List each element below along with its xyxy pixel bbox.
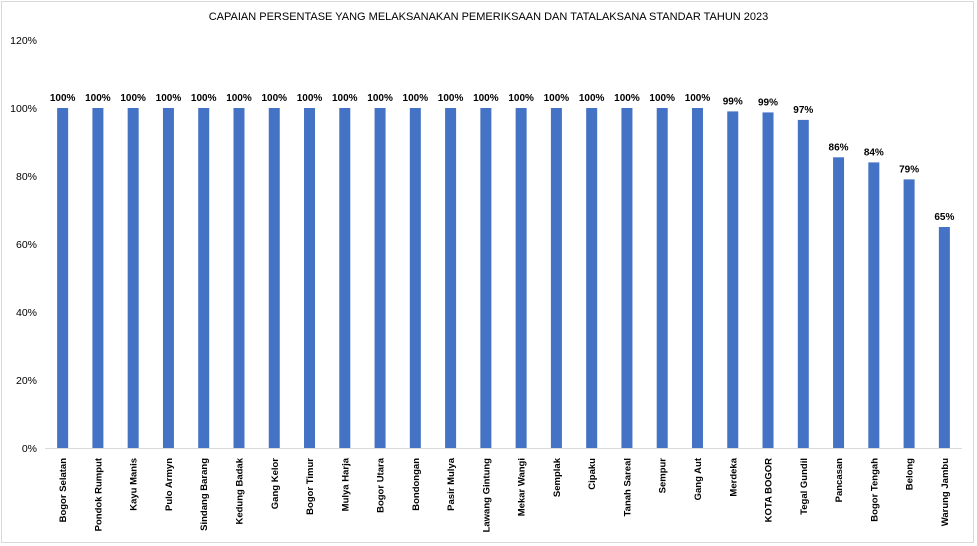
x-tick-label: Warung Jambu (940, 458, 951, 526)
bar (868, 162, 880, 448)
data-label: 99% (723, 96, 743, 107)
y-tick-label: 40% (16, 307, 37, 319)
data-label: 100% (579, 93, 605, 104)
bar (409, 108, 421, 448)
y-tick-label: 120% (10, 35, 37, 47)
bars (57, 108, 950, 449)
data-label: 100% (226, 93, 252, 104)
bar (727, 111, 739, 449)
bar (233, 108, 245, 448)
x-tick-label: Bogor Timur (305, 458, 316, 515)
bar (162, 108, 174, 448)
x-tick-label: Lawang Gintung (481, 458, 492, 533)
y-tick-label: 20% (16, 375, 37, 387)
data-label: 100% (156, 93, 182, 104)
bar (833, 157, 845, 449)
bar (621, 108, 633, 448)
bar (127, 108, 139, 448)
bar (445, 108, 457, 448)
x-tick-label: Mekar Wangi (517, 458, 528, 516)
data-label: 97% (793, 105, 813, 116)
data-label: 65% (934, 212, 954, 223)
bar (903, 179, 915, 448)
x-tick-label: Sempur (658, 458, 669, 494)
x-tick-label: Sindang Barang (199, 458, 210, 531)
x-tick-label: Merdeka (728, 457, 739, 496)
bar (762, 112, 774, 449)
chart-title: CAPAIAN PERSENTASE YANG MELAKSANAKAN PEM… (208, 11, 769, 23)
data-label: 100% (367, 93, 393, 104)
x-tick-label: Kedung Badak (234, 457, 245, 524)
data-label: 100% (297, 93, 323, 104)
y-tick-label: 100% (10, 103, 37, 115)
data-label: 100% (191, 93, 217, 104)
x-tick-label: Bogor Tengah (869, 458, 880, 522)
x-axis: Bogor Selatan Pondok Rumput Kayu Manis Pulo… (45, 448, 962, 533)
x-tick-label: Semplak (552, 457, 563, 497)
bar (656, 108, 668, 448)
data-label: 84% (864, 147, 884, 158)
bar (92, 108, 104, 448)
data-label: 100% (508, 93, 534, 104)
y-tick-label: 60% (16, 239, 37, 251)
x-tick-label: Belong (905, 458, 916, 490)
bar (374, 108, 386, 448)
bar (797, 119, 809, 449)
x-tick-label: Cipaku (587, 458, 598, 490)
bar (691, 108, 703, 448)
data-label: 79% (899, 164, 919, 175)
bar (198, 108, 210, 448)
x-tick-label: Bogor Utara (376, 457, 387, 513)
x-tick-label: Pulo Armyn (164, 458, 175, 511)
x-tick-label: KOTA BOGOR (764, 458, 775, 523)
data-label: 100% (50, 93, 76, 104)
data-label: 100% (685, 93, 711, 104)
data-label: 100% (120, 93, 146, 104)
bar (938, 227, 950, 448)
x-tick-label: Pancasan (834, 458, 845, 503)
bar (480, 108, 492, 448)
y-tick-label: 80% (16, 171, 37, 183)
data-label: 100% (85, 93, 111, 104)
bar (550, 108, 562, 448)
data-labels: 100% 100% 100% 100% 100% 100% 100% 100% 100% 100%… (50, 93, 955, 223)
x-tick-label: Bondongan (411, 458, 422, 511)
bar (304, 108, 316, 448)
x-tick-label: Kayu Manis (129, 458, 140, 511)
bar (339, 108, 351, 448)
data-label: 100% (614, 93, 640, 104)
data-label: 100% (649, 93, 675, 104)
bar (268, 108, 280, 448)
data-label: 99% (758, 97, 778, 108)
data-label: 100% (332, 93, 358, 104)
x-tick-label: Pasir Mulya (446, 457, 457, 511)
data-label: 100% (261, 93, 287, 104)
x-tick-label: Gang Aut (693, 457, 704, 500)
data-label: 100% (544, 93, 570, 104)
data-label: 100% (473, 93, 499, 104)
data-label: 86% (829, 142, 849, 153)
x-tick-label: Bogor Selatan (58, 458, 69, 523)
data-label: 100% (403, 93, 429, 104)
y-tick-label: 0% (22, 443, 37, 455)
y-axis: 0% 20% 40% 60% 80% 100% 120% (10, 35, 37, 455)
bar (515, 108, 527, 448)
x-tick-label: Pondok Rumput (93, 457, 104, 531)
data-label: 100% (438, 93, 464, 104)
x-tick-label: Mulya Harja (340, 457, 351, 511)
bar (57, 108, 69, 448)
bar (586, 108, 598, 448)
x-tick-label: Gang Kelor (270, 458, 281, 510)
x-tick-label: Tegal Gundil (799, 458, 810, 515)
x-tick-label: Tanah Sareal (622, 458, 633, 516)
